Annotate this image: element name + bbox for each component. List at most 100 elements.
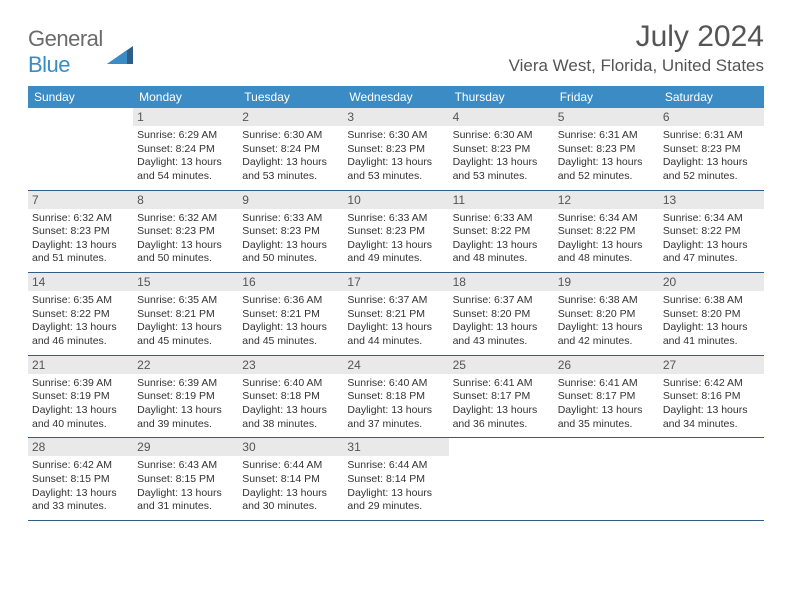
daylight-line-1: Daylight: 13 hours: [558, 321, 655, 335]
sunset-line: Sunset: 8:23 PM: [242, 225, 339, 239]
sunrise-line: Sunrise: 6:30 AM: [242, 129, 339, 143]
sunset-line: Sunset: 8:24 PM: [242, 143, 339, 157]
sunset-line: Sunset: 8:16 PM: [663, 390, 760, 404]
day-body: Sunrise: 6:29 AMSunset: 8:24 PMDaylight:…: [137, 129, 234, 184]
daylight-line-1: Daylight: 13 hours: [347, 321, 444, 335]
sunset-line: Sunset: 8:17 PM: [558, 390, 655, 404]
daylight-line-1: Daylight: 13 hours: [347, 404, 444, 418]
week-row: 14 Sunrise: 6:35 AMSunset: 8:22 PMDayligh…: [28, 273, 764, 356]
day-cell: 14 Sunrise: 6:35 AMSunset: 8:22 PMDayligh…: [28, 273, 133, 355]
day-body: Sunrise: 6:43 AMSunset: 8:15 PMDaylight:…: [137, 459, 234, 514]
day-cell: 10Sunrise: 6:33 AMSunset: 8:23 PMDayligh…: [343, 191, 448, 273]
day-cell: 23Sunrise: 6:40 AMSunset: 8:18 PMDayligh…: [238, 356, 343, 438]
daylight-line-2: and 39 minutes.: [137, 418, 234, 432]
day-body: Sunrise: 6:40 AMSunset: 8:18 PMDaylight:…: [347, 377, 444, 432]
sunset-line: Sunset: 8:23 PM: [347, 143, 444, 157]
logo-word2: Blue: [28, 52, 70, 77]
sunrise-line: Sunrise: 6:34 AM: [558, 212, 655, 226]
day-cell: 2Sunrise: 6:30 AMSunset: 8:24 PMDaylight…: [238, 108, 343, 190]
logo-text: General Blue: [28, 26, 103, 78]
daylight-line-1: Daylight: 13 hours: [347, 487, 444, 501]
month-title: July 2024: [509, 20, 764, 54]
day-body: Sunrise: 6:33 AMSunset: 8:23 PMDaylight:…: [242, 212, 339, 267]
sunrise-line: Sunrise: 6:40 AM: [347, 377, 444, 391]
day-cell: 24Sunrise: 6:40 AMSunset: 8:18 PMDayligh…: [343, 356, 448, 438]
day-cell: 21Sunrise: 6:39 AMSunset: 8:19 PMDayligh…: [28, 356, 133, 438]
dow-cell: Thursday: [449, 86, 554, 108]
location: Viera West, Florida, United States: [509, 56, 764, 76]
day-cell: 18 Sunrise: 6:37 AMSunset: 8:20 PMDayligh…: [449, 273, 554, 355]
sunrise-line: Sunrise: 6:32 AM: [137, 212, 234, 226]
day-body: Sunrise: 6:30 AMSunset: 8:24 PMDaylight:…: [242, 129, 339, 184]
day-cell: [449, 438, 554, 520]
day-cell: 20Sunrise: 6:38 AMSunset: 8:20 PMDayligh…: [659, 273, 764, 355]
daylight-line-2: and 48 minutes.: [558, 252, 655, 266]
daylight-line-2: and 33 minutes.: [32, 500, 129, 514]
day-cell: 31Sunrise: 6:44 AMSunset: 8:14 PMDayligh…: [343, 438, 448, 520]
sunrise-line: Sunrise: 6:33 AM: [453, 212, 550, 226]
sunset-line: Sunset: 8:22 PM: [32, 308, 129, 322]
daylight-line-2: and 46 minutes.: [32, 335, 129, 349]
sunset-line: Sunset: 8:20 PM: [453, 308, 550, 322]
logo: General Blue: [28, 20, 133, 78]
day-cell: 25Sunrise: 6:41 AMSunset: 8:17 PMDayligh…: [449, 356, 554, 438]
sunset-line: Sunset: 8:23 PM: [137, 225, 234, 239]
day-number: 5: [554, 108, 659, 126]
day-body: Sunrise: 6:35 AMSunset: 8:22 PMDaylight:…: [32, 294, 129, 349]
sunrise-line: Sunrise: 6:38 AM: [663, 294, 760, 308]
sunrise-line: Sunrise: 6:36 AM: [242, 294, 339, 308]
day-cell: 22Sunrise: 6:39 AMSunset: 8:19 PMDayligh…: [133, 356, 238, 438]
daylight-line-1: Daylight: 13 hours: [453, 156, 550, 170]
sunset-line: Sunset: 8:23 PM: [453, 143, 550, 157]
daylight-line-2: and 49 minutes.: [347, 252, 444, 266]
sunrise-line: Sunrise: 6:39 AM: [32, 377, 129, 391]
daylight-line-2: and 35 minutes.: [558, 418, 655, 432]
daylight-line-1: Daylight: 13 hours: [242, 156, 339, 170]
weeks-container: 1Sunrise: 6:29 AMSunset: 8:24 PMDaylight…: [28, 108, 764, 521]
week-row: 28Sunrise: 6:42 AMSunset: 8:15 PMDayligh…: [28, 438, 764, 521]
day-cell: 13Sunrise: 6:34 AMSunset: 8:22 PMDayligh…: [659, 191, 764, 273]
day-number: 29: [133, 438, 238, 456]
sunrise-line: Sunrise: 6:37 AM: [347, 294, 444, 308]
sunset-line: Sunset: 8:14 PM: [347, 473, 444, 487]
day-cell: 7Sunrise: 6:32 AMSunset: 8:23 PMDaylight…: [28, 191, 133, 273]
day-number: 21: [28, 356, 133, 374]
day-number: 20: [659, 273, 764, 291]
daylight-line-1: Daylight: 13 hours: [347, 239, 444, 253]
sunset-line: Sunset: 8:15 PM: [137, 473, 234, 487]
day-number: 28: [28, 438, 133, 456]
week-row: 7Sunrise: 6:32 AMSunset: 8:23 PMDaylight…: [28, 191, 764, 274]
sunrise-line: Sunrise: 6:44 AM: [347, 459, 444, 473]
header: General Blue July 2024 Viera West, Flori…: [28, 20, 764, 78]
day-number: 18: [449, 273, 554, 291]
sunset-line: Sunset: 8:22 PM: [663, 225, 760, 239]
sunrise-line: Sunrise: 6:38 AM: [558, 294, 655, 308]
day-number: 14: [28, 273, 133, 291]
day-body: Sunrise: 6:37 AMSunset: 8:20 PMDaylight:…: [453, 294, 550, 349]
daylight-line-2: and 50 minutes.: [137, 252, 234, 266]
sunset-line: Sunset: 8:23 PM: [558, 143, 655, 157]
day-body: Sunrise: 6:39 AMSunset: 8:19 PMDaylight:…: [137, 377, 234, 432]
day-number: 23: [238, 356, 343, 374]
day-cell: 4Sunrise: 6:30 AMSunset: 8:23 PMDaylight…: [449, 108, 554, 190]
sunrise-line: Sunrise: 6:42 AM: [663, 377, 760, 391]
calendar-document: General Blue July 2024 Viera West, Flori…: [0, 0, 792, 541]
daylight-line-1: Daylight: 13 hours: [137, 239, 234, 253]
daylight-line-2: and 51 minutes.: [32, 252, 129, 266]
day-number: 8: [133, 191, 238, 209]
day-cell: 1Sunrise: 6:29 AMSunset: 8:24 PMDaylight…: [133, 108, 238, 190]
dow-cell: Monday: [133, 86, 238, 108]
daylight-line-2: and 31 minutes.: [137, 500, 234, 514]
day-number: 17: [343, 273, 448, 291]
sunset-line: Sunset: 8:20 PM: [663, 308, 760, 322]
dow-cell: Friday: [554, 86, 659, 108]
daylight-line-2: and 45 minutes.: [242, 335, 339, 349]
daylight-line-2: and 42 minutes.: [558, 335, 655, 349]
daylight-line-1: Daylight: 13 hours: [137, 321, 234, 335]
sunset-line: Sunset: 8:21 PM: [347, 308, 444, 322]
sunrise-line: Sunrise: 6:40 AM: [242, 377, 339, 391]
sunrise-line: Sunrise: 6:37 AM: [453, 294, 550, 308]
daylight-line-1: Daylight: 13 hours: [663, 404, 760, 418]
title-block: July 2024 Viera West, Florida, United St…: [509, 20, 764, 76]
day-number: 6: [659, 108, 764, 126]
